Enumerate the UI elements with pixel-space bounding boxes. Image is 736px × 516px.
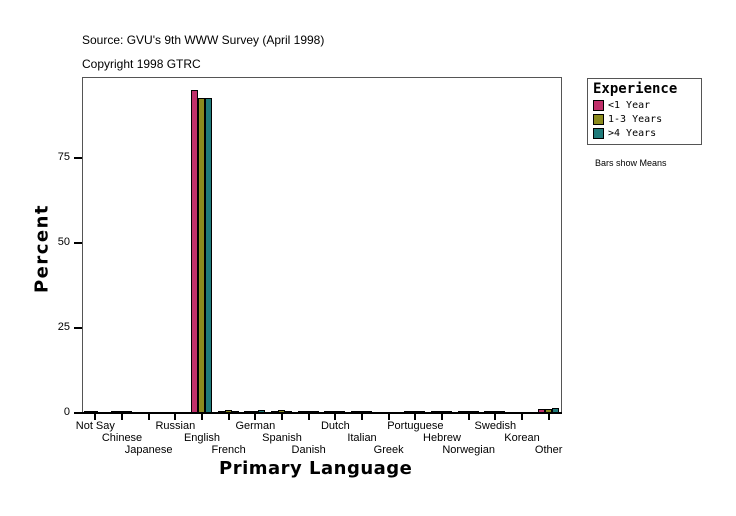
x-tick-label: Russian xyxy=(155,420,196,432)
x-axis-line xyxy=(82,412,562,414)
x-tick xyxy=(494,413,497,420)
x-tick-label: English xyxy=(183,432,221,444)
y-tick-label: 0 xyxy=(63,406,70,418)
x-tick xyxy=(441,413,443,420)
x-tick-label: Portuguese xyxy=(387,420,444,432)
legend-label: <1 Year xyxy=(608,100,651,111)
legend-label: >4 Years xyxy=(608,128,657,139)
y-tick xyxy=(74,327,82,329)
x-tick-label: German xyxy=(235,420,276,432)
x-tick xyxy=(307,413,310,420)
y-tick xyxy=(74,412,82,414)
x-tick-label: French xyxy=(211,444,246,456)
x-tick xyxy=(281,413,283,420)
x-tick-label: Norwegian xyxy=(442,444,495,456)
x-tick xyxy=(334,413,337,420)
x-tick-label: Japanese xyxy=(124,444,173,456)
x-tick-label: Dutch xyxy=(320,420,350,432)
x-tick xyxy=(467,413,470,420)
x-tick-label: Hebrew xyxy=(423,432,461,444)
x-tick-label: Not Say xyxy=(75,420,115,432)
x-tick-label: Swedish xyxy=(474,420,517,432)
x-axis-title: Primary Language xyxy=(219,458,413,479)
x-tick xyxy=(387,413,390,420)
legend-label: 1-3 Years xyxy=(608,114,663,125)
y-axis-title: Percent xyxy=(31,203,53,294)
y-tick xyxy=(74,157,82,159)
x-tick xyxy=(521,413,523,420)
x-tick xyxy=(147,413,150,420)
x-tick xyxy=(121,413,123,420)
x-tick xyxy=(201,413,203,420)
legend-swatch-icon xyxy=(593,114,604,125)
x-tick-label: Italian xyxy=(347,432,377,444)
x-tick xyxy=(547,413,550,420)
y-tick-label: 50 xyxy=(57,236,70,248)
x-tick-label: Danish xyxy=(291,444,326,456)
legend-item-gt4: >4 Years xyxy=(593,127,656,140)
x-tick-label: Greek xyxy=(373,444,404,456)
plot-area xyxy=(82,77,562,413)
bar xyxy=(205,98,212,413)
source-caption: Source: GVU's 9th WWW Survey (April 1998… xyxy=(82,33,325,47)
legend-swatch-icon xyxy=(593,128,604,139)
bars-note: Bars show Means xyxy=(595,158,667,168)
legend-swatch-icon xyxy=(593,100,604,111)
x-tick-label: Chinese xyxy=(101,432,143,444)
bar xyxy=(198,98,205,413)
copyright-caption: Copyright 1998 GTRC xyxy=(82,57,201,71)
legend-title: Experience xyxy=(593,81,678,97)
x-tick-label: Spanish xyxy=(262,432,302,444)
x-tick-label: Korean xyxy=(504,432,540,444)
x-tick-label: Other xyxy=(534,444,563,456)
y-tick-label: 75 xyxy=(57,151,70,163)
legend-item-lt1: <1 Year xyxy=(593,99,650,112)
legend-item-1to3: 1-3 Years xyxy=(593,113,662,126)
y-tick xyxy=(74,242,82,244)
x-tick xyxy=(227,413,230,420)
x-tick xyxy=(254,413,257,420)
x-tick xyxy=(361,413,363,420)
x-tick xyxy=(414,413,417,420)
bar xyxy=(191,90,198,413)
y-tick-label: 25 xyxy=(57,321,70,333)
legend: Experience <1 Year 1-3 Years >4 Years xyxy=(587,78,702,145)
x-tick xyxy=(174,413,177,420)
x-tick xyxy=(94,413,97,420)
